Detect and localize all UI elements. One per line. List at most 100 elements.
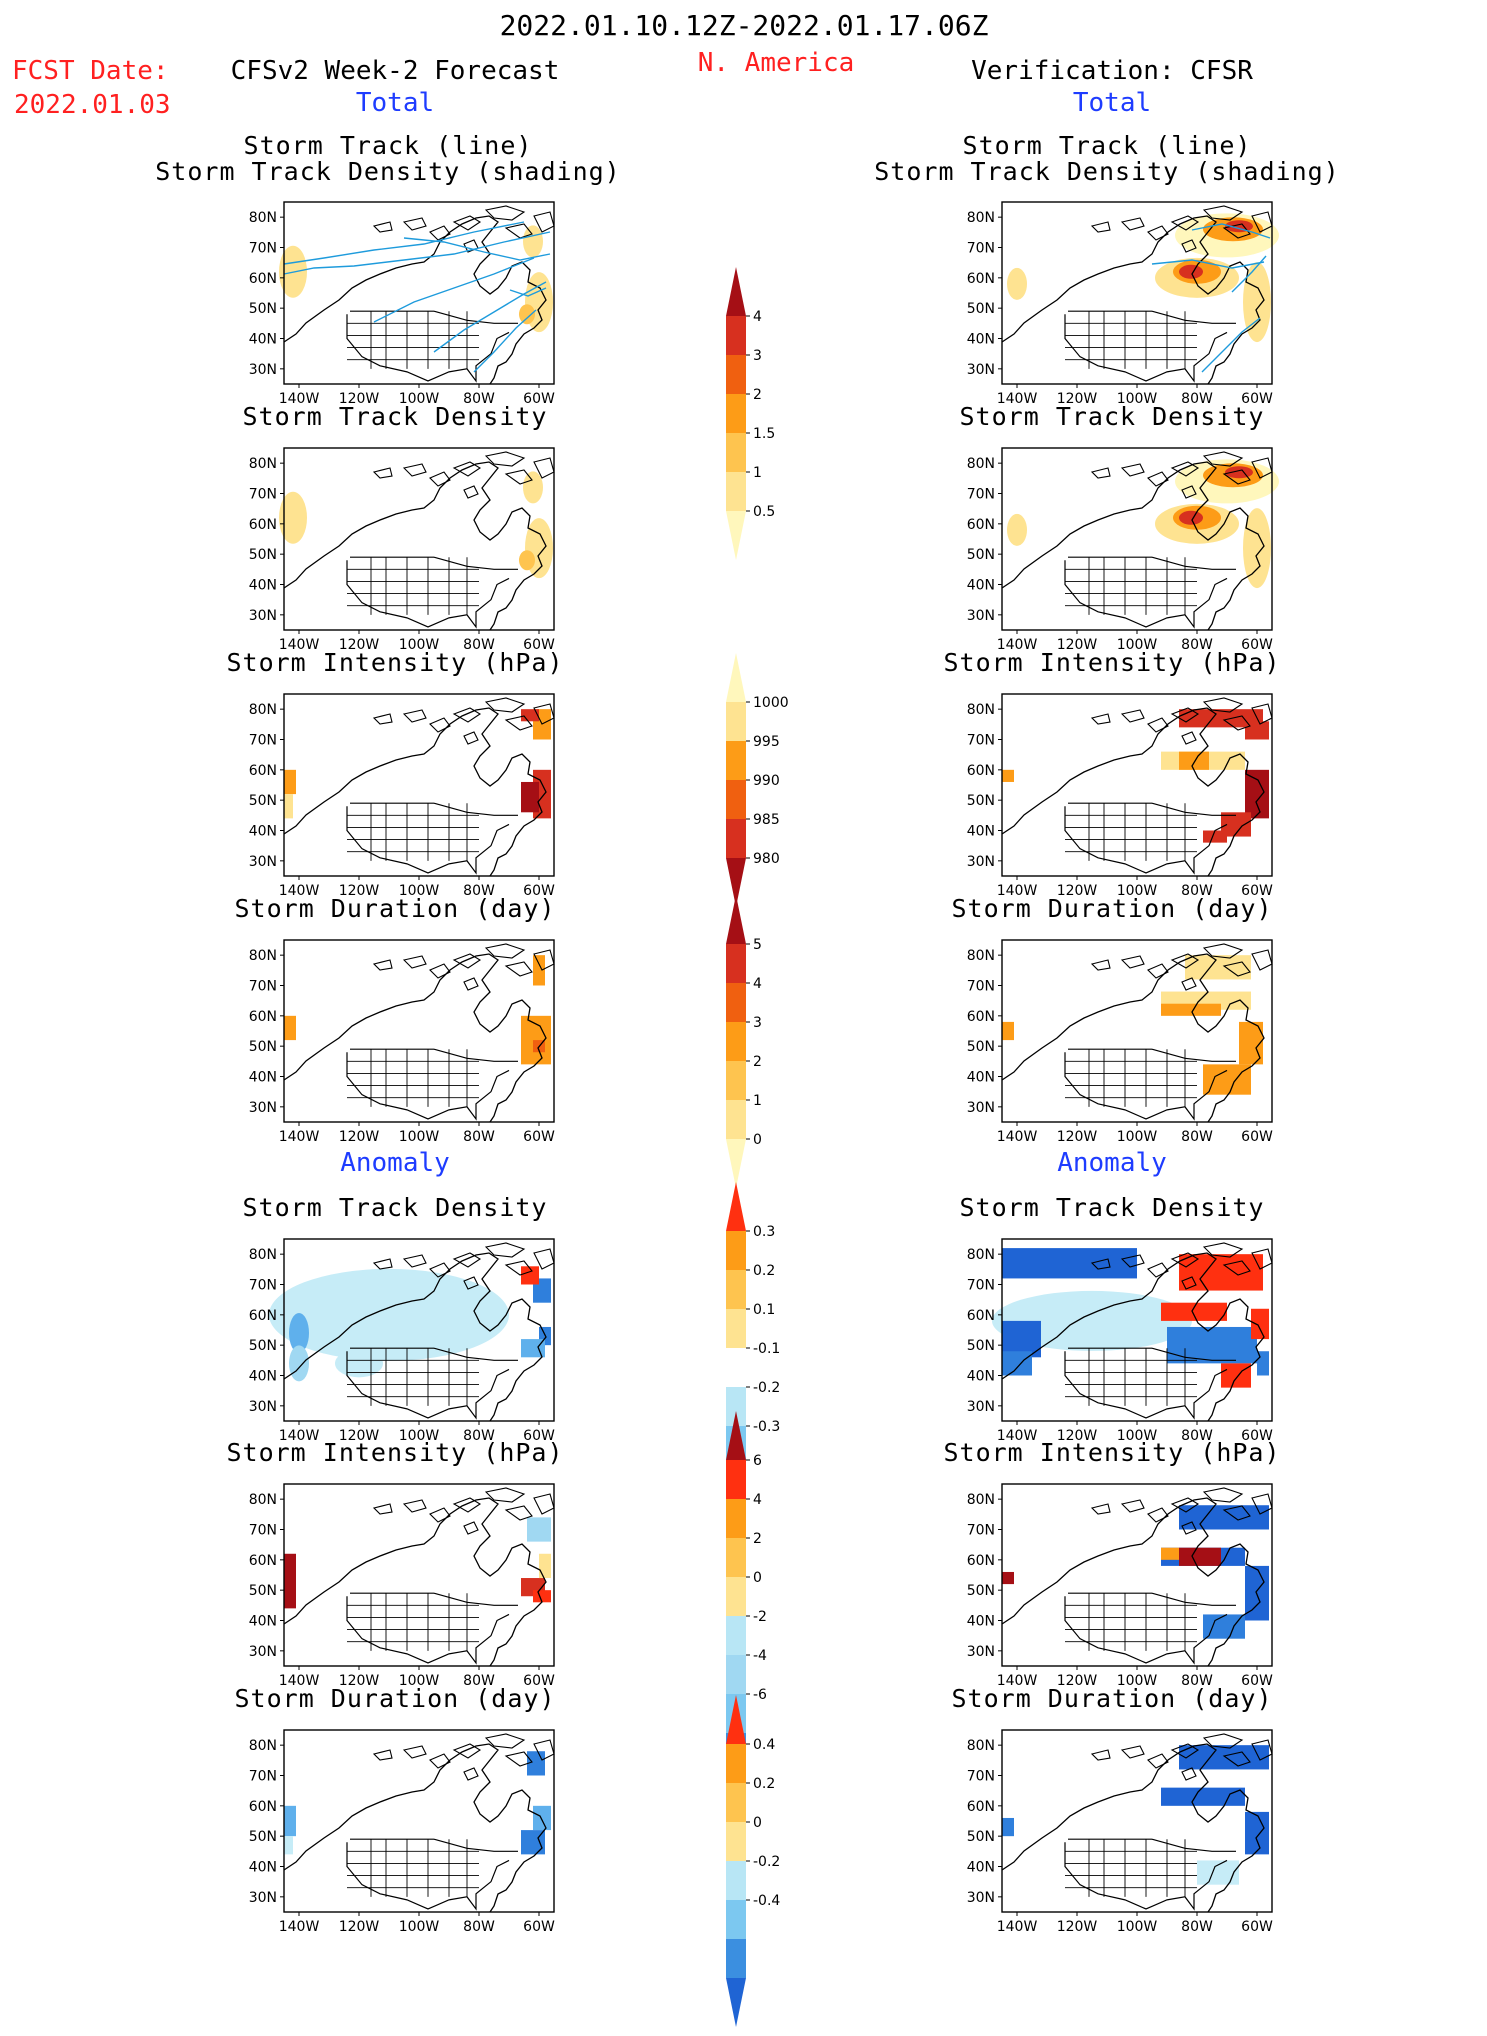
lon-tick-label: 80W bbox=[463, 391, 495, 407]
right-anomaly-label: Anomaly bbox=[1057, 1148, 1167, 1178]
lat-tick-label: 60N bbox=[249, 517, 277, 533]
lon-tick-label: 120W bbox=[339, 883, 380, 899]
colorbar-label: -2 bbox=[753, 1609, 767, 1625]
lon-tick-label: 100W bbox=[1117, 1919, 1158, 1935]
lon-tick-label: 80W bbox=[1181, 391, 1213, 407]
lat-tick-label: 60N bbox=[967, 271, 995, 287]
map-panel: 80N 70N 60N 50N 40N 30N 140W 120W 100W 80W 60W bbox=[232, 1724, 562, 1940]
lon-tick-label: 80W bbox=[463, 1673, 495, 1689]
lat-tick-label: 50N bbox=[967, 1829, 995, 1845]
lat-tick-label: 70N bbox=[249, 979, 277, 995]
lat-tick-label: 70N bbox=[967, 1523, 995, 1539]
left-density-total-title: Storm Track Density bbox=[242, 402, 548, 431]
lon-tick-label: 120W bbox=[1057, 1673, 1098, 1689]
lat-tick-label: 40N bbox=[967, 1369, 995, 1385]
lat-tick-label: 60N bbox=[967, 763, 995, 779]
date-range-title: 2022.01.10.12Z-2022.01.17.06Z bbox=[499, 9, 989, 42]
lat-tick-label: 50N bbox=[249, 301, 277, 317]
lon-tick-label: 140W bbox=[279, 1428, 320, 1444]
lat-tick-label: 50N bbox=[967, 547, 995, 563]
lon-tick-label: 60W bbox=[523, 1919, 555, 1935]
left-duration-anom-title: Storm Duration (day) bbox=[234, 1684, 556, 1713]
forecast-model-title: CFSv2 Week-2 Forecast bbox=[230, 56, 560, 86]
left-track-line-title: Storm Track (line) bbox=[243, 131, 533, 160]
lon-tick-label: 140W bbox=[279, 1919, 320, 1935]
lat-tick-label: 60N bbox=[967, 1308, 995, 1324]
lon-tick-label: 140W bbox=[997, 637, 1038, 653]
lon-tick-label: 140W bbox=[279, 883, 320, 899]
lat-tick-label: 80N bbox=[249, 1492, 277, 1508]
lon-tick-label: 100W bbox=[1117, 1673, 1158, 1689]
lon-tick-label: 140W bbox=[997, 1673, 1038, 1689]
right-total-label: Total bbox=[1072, 88, 1152, 118]
lat-tick-label: 80N bbox=[249, 1247, 277, 1263]
lat-tick-label: 30N bbox=[967, 608, 995, 624]
colorbar: 5 4 3 2 1 0 bbox=[722, 890, 812, 1197]
lon-tick-label: 60W bbox=[523, 1428, 555, 1444]
map-panel: 80N 70N 60N 50N 40N 30N 140W 120W 100W 80W 60W bbox=[950, 442, 1280, 658]
fcst-date-value: 2022.01.03 bbox=[14, 90, 171, 120]
lon-tick-label: 120W bbox=[339, 1129, 380, 1145]
left-intensity-total-title: Storm Intensity (hPa) bbox=[226, 648, 564, 677]
lat-tick-label: 60N bbox=[249, 1799, 277, 1815]
lat-tick-label: 50N bbox=[249, 1583, 277, 1599]
colorbar-label: 4 bbox=[753, 309, 762, 325]
lon-tick-label: 60W bbox=[1241, 1428, 1273, 1444]
lat-tick-label: 80N bbox=[967, 1738, 995, 1754]
lon-tick-label: 60W bbox=[523, 1673, 555, 1689]
lon-tick-label: 100W bbox=[399, 637, 440, 653]
colorbar-svg: 4 3 2 1.5 1 0.5 bbox=[726, 267, 775, 560]
lat-tick-label: 60N bbox=[967, 1799, 995, 1815]
lat-tick-label: 70N bbox=[967, 241, 995, 257]
map-panel: 80N 70N 60N 50N 40N 30N 140W 120W 100W 80W 60W bbox=[950, 1233, 1280, 1449]
lon-tick-label: 80W bbox=[463, 1428, 495, 1444]
lat-tick-label: 30N bbox=[249, 1100, 277, 1116]
left-intensity-anom-title: Storm Intensity (hPa) bbox=[226, 1438, 564, 1467]
lat-tick-label: 40N bbox=[249, 1070, 277, 1086]
colorbar-label: 4 bbox=[753, 976, 762, 992]
colorbar-label: 2 bbox=[753, 387, 762, 403]
lon-tick-label: 120W bbox=[1057, 1428, 1098, 1444]
colorbar-label: -6 bbox=[753, 1687, 767, 1703]
lat-tick-label: 40N bbox=[967, 1070, 995, 1086]
map-panel: 80N 70N 60N 50N 40N 30N 140W 120W 100W 80W 60W bbox=[950, 1478, 1280, 1694]
left-total-label: Total bbox=[355, 88, 435, 118]
lat-tick-label: 70N bbox=[249, 1523, 277, 1539]
lat-tick-label: 50N bbox=[249, 793, 277, 809]
colorbar-label: -0.3 bbox=[753, 1419, 780, 1435]
map-panel: 80N 70N 60N 50N 40N 30N 140W 120W 100W 80W 60W bbox=[950, 1724, 1280, 1940]
colorbar-label: 1 bbox=[753, 1093, 762, 1109]
lon-tick-label: 80W bbox=[463, 1129, 495, 1145]
lon-tick-label: 100W bbox=[1117, 637, 1158, 653]
lat-tick-label: 60N bbox=[249, 763, 277, 779]
colorbar-label: 0 bbox=[753, 1132, 762, 1148]
colorbar-label: 995 bbox=[753, 734, 780, 750]
lon-tick-label: 80W bbox=[1181, 1673, 1213, 1689]
left-track-shading-title: Storm Track Density (shading) bbox=[155, 157, 621, 186]
lon-tick-label: 60W bbox=[1241, 637, 1273, 653]
lon-tick-label: 140W bbox=[997, 391, 1038, 407]
lat-tick-label: 70N bbox=[249, 733, 277, 749]
colorbar-svg: 0.4 0.2 0 -0.2 -0.4 bbox=[726, 1695, 780, 2027]
lat-tick-label: 80N bbox=[967, 1492, 995, 1508]
lat-tick-label: 40N bbox=[249, 1369, 277, 1385]
left-duration-total-title: Storm Duration (day) bbox=[234, 894, 556, 923]
right-duration-total-title: Storm Duration (day) bbox=[951, 894, 1273, 923]
colorbar: 4 3 2 1.5 1 0.5 bbox=[722, 262, 812, 569]
lat-tick-label: 30N bbox=[249, 1644, 277, 1660]
lon-tick-label: 60W bbox=[523, 883, 555, 899]
left-anomaly-label: Anomaly bbox=[340, 1148, 450, 1178]
lon-tick-label: 60W bbox=[1241, 1129, 1273, 1145]
lat-tick-label: 30N bbox=[249, 362, 277, 378]
colorbar-label: 0.5 bbox=[753, 504, 775, 520]
lat-tick-label: 80N bbox=[249, 948, 277, 964]
colorbar-label: 0.1 bbox=[753, 1302, 775, 1318]
map-panel: 80N 70N 60N 50N 40N 30N 140W 120W 100W 80W 60W bbox=[232, 688, 562, 904]
lon-tick-label: 100W bbox=[1117, 1428, 1158, 1444]
lon-tick-label: 140W bbox=[279, 1129, 320, 1145]
lon-tick-label: 60W bbox=[523, 637, 555, 653]
colorbar-label: 6 bbox=[753, 1453, 762, 1469]
